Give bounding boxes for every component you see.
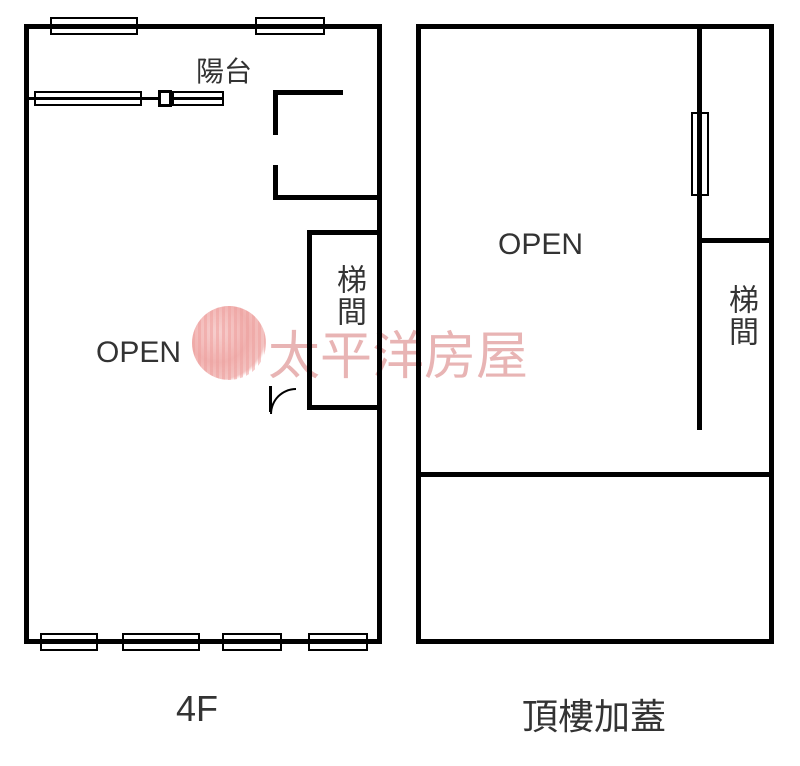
right-stair-top xyxy=(697,238,774,243)
left-win-bal-1-top xyxy=(34,91,142,93)
left-win-top-2-l xyxy=(255,17,257,35)
left-stair-top xyxy=(307,230,382,235)
left-win-bot-1-l xyxy=(40,633,42,651)
left-room-top-innerbar xyxy=(273,90,343,95)
floor-plan-stage: 太平洋房屋 xyxy=(0,0,800,766)
right-outer-top xyxy=(416,24,774,29)
left-win-top-1-top xyxy=(50,17,138,19)
left-win-bot-4-r xyxy=(366,633,368,651)
left-win-top-1-l xyxy=(50,17,52,35)
right-win-r-a xyxy=(691,112,709,114)
left-stair-label: 梯間 xyxy=(326,264,370,328)
right-win-r-b xyxy=(691,194,709,196)
left-outer-bottom xyxy=(24,639,382,644)
left-win-bal-2-top xyxy=(172,91,224,93)
left-balcony-wall-b xyxy=(172,97,224,100)
left-balcony-post-left xyxy=(158,90,161,107)
left-win-bot-2-bot xyxy=(122,649,200,651)
right-outer-left xyxy=(416,24,421,644)
left-win-bal-1-r xyxy=(140,91,142,106)
left-win-bal-2-r xyxy=(222,91,224,106)
left-win-bot-3-l xyxy=(222,633,224,651)
left-balcony-label: 陽台 xyxy=(196,50,252,90)
right-upper-inner xyxy=(697,29,702,238)
right-upper-bottom xyxy=(416,472,774,477)
left-win-bot-2-r xyxy=(198,633,200,651)
left-win-bot-3-top xyxy=(222,633,282,635)
watermark-logo xyxy=(192,306,266,380)
right-outer-right xyxy=(769,24,774,644)
left-win-top-2-bot xyxy=(255,33,325,35)
left-win-bal-1-l xyxy=(34,91,36,106)
left-outer-top xyxy=(24,24,382,29)
left-win-bot-1-bot xyxy=(40,649,98,651)
left-stair-bottom xyxy=(307,405,382,410)
left-win-bot-1-r xyxy=(96,633,98,651)
left-win-bot-4-l xyxy=(308,633,310,651)
left-outer-left xyxy=(24,24,29,644)
left-door-swing xyxy=(270,388,296,414)
left-room-top-left-lower xyxy=(273,165,278,195)
left-win-top-2-r xyxy=(323,17,325,35)
left-win-bot-3-bot xyxy=(222,649,282,651)
left-caption: 4F xyxy=(176,688,218,730)
left-outer-right xyxy=(377,24,382,644)
left-win-bot-2-l xyxy=(122,633,124,651)
left-win-top-2-top xyxy=(255,17,325,19)
left-win-bot-4-bot xyxy=(308,649,368,651)
left-win-bot-4-top xyxy=(308,633,368,635)
left-win-bot-2-top xyxy=(122,633,200,635)
right-caption: 頂樓加蓋 xyxy=(522,688,666,740)
left-room-top-bottom xyxy=(273,195,382,200)
left-win-top-1-r xyxy=(136,17,138,35)
left-win-bal-1-bot xyxy=(34,104,142,106)
right-win-r-top xyxy=(691,112,693,196)
left-win-top-1-bot xyxy=(50,33,138,35)
left-win-bot-3-r xyxy=(280,633,282,651)
left-stair-left xyxy=(307,230,312,410)
right-win-r-bot xyxy=(707,112,709,196)
left-win-bal-2-bot xyxy=(172,104,224,106)
left-room-top-left-upper xyxy=(273,90,278,135)
right-open-label: OPEN xyxy=(498,228,583,262)
left-open-label: OPEN xyxy=(96,336,181,370)
right-stair-label: 梯間 xyxy=(718,284,762,348)
left-balcony-wall-a xyxy=(29,97,158,100)
left-win-bal-2-l xyxy=(172,91,174,106)
right-outer-bottom xyxy=(416,639,774,644)
right-stair-left-a xyxy=(697,238,702,430)
left-win-bot-1-top xyxy=(40,633,98,635)
left-door-leaf xyxy=(269,386,272,412)
